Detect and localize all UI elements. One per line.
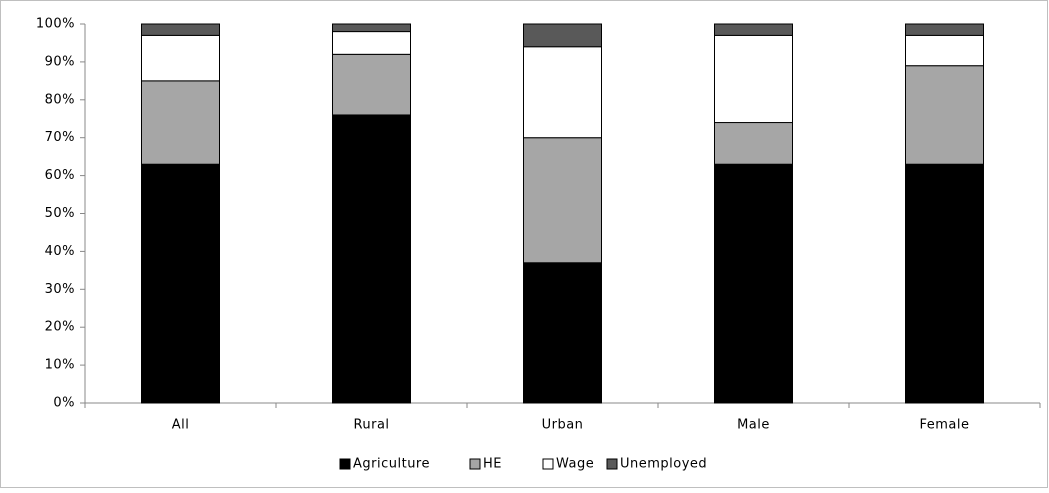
bar-segment bbox=[714, 23, 793, 36]
bar-segment bbox=[141, 23, 220, 36]
bar-segment bbox=[523, 23, 602, 48]
bar-segment bbox=[714, 163, 793, 404]
bar-segment bbox=[523, 262, 602, 404]
y-tick-label: 0% bbox=[53, 396, 75, 411]
legend-swatch bbox=[339, 458, 351, 470]
x-tick-label: Female bbox=[919, 418, 969, 433]
legend-label: HE bbox=[483, 457, 502, 472]
y-tick-label: 100% bbox=[36, 17, 75, 32]
x-tick-label: Urban bbox=[542, 418, 584, 433]
y-tick-label: 70% bbox=[45, 130, 75, 145]
y-tick-label: 10% bbox=[45, 358, 75, 373]
bar-segment bbox=[714, 34, 793, 124]
bar-segment bbox=[905, 23, 984, 36]
bar-segment bbox=[332, 53, 411, 116]
x-tick-label: Rural bbox=[353, 418, 389, 433]
bar-segment bbox=[332, 114, 411, 404]
y-tick-label: 50% bbox=[45, 206, 75, 221]
legend-swatch bbox=[606, 458, 618, 470]
bar-segment bbox=[905, 34, 984, 67]
y-tick-label: 90% bbox=[45, 54, 75, 69]
bar-segment bbox=[332, 31, 411, 55]
legend-swatch bbox=[469, 458, 481, 470]
y-tick-label: 30% bbox=[45, 282, 75, 297]
bar-segment bbox=[714, 122, 793, 165]
x-tick-label: All bbox=[172, 418, 190, 433]
bar-segment bbox=[905, 163, 984, 404]
y-tick-label: 20% bbox=[45, 320, 75, 335]
bar-segment bbox=[905, 65, 984, 165]
legend-label: Agriculture bbox=[353, 457, 430, 472]
legend-label: Unemployed bbox=[620, 457, 707, 472]
y-tick-label: 60% bbox=[45, 168, 75, 183]
bar-segment bbox=[141, 34, 220, 82]
bar-segment bbox=[141, 80, 220, 165]
bar-segment bbox=[523, 137, 602, 264]
legend-label: Wage bbox=[556, 457, 594, 472]
bar-segment bbox=[523, 46, 602, 139]
y-tick-label: 40% bbox=[45, 244, 75, 259]
bar-segment bbox=[332, 23, 411, 33]
x-tick-label: Male bbox=[737, 418, 770, 433]
legend-swatch bbox=[542, 458, 554, 470]
y-tick-label: 80% bbox=[45, 92, 75, 107]
bar-segment bbox=[141, 163, 220, 404]
